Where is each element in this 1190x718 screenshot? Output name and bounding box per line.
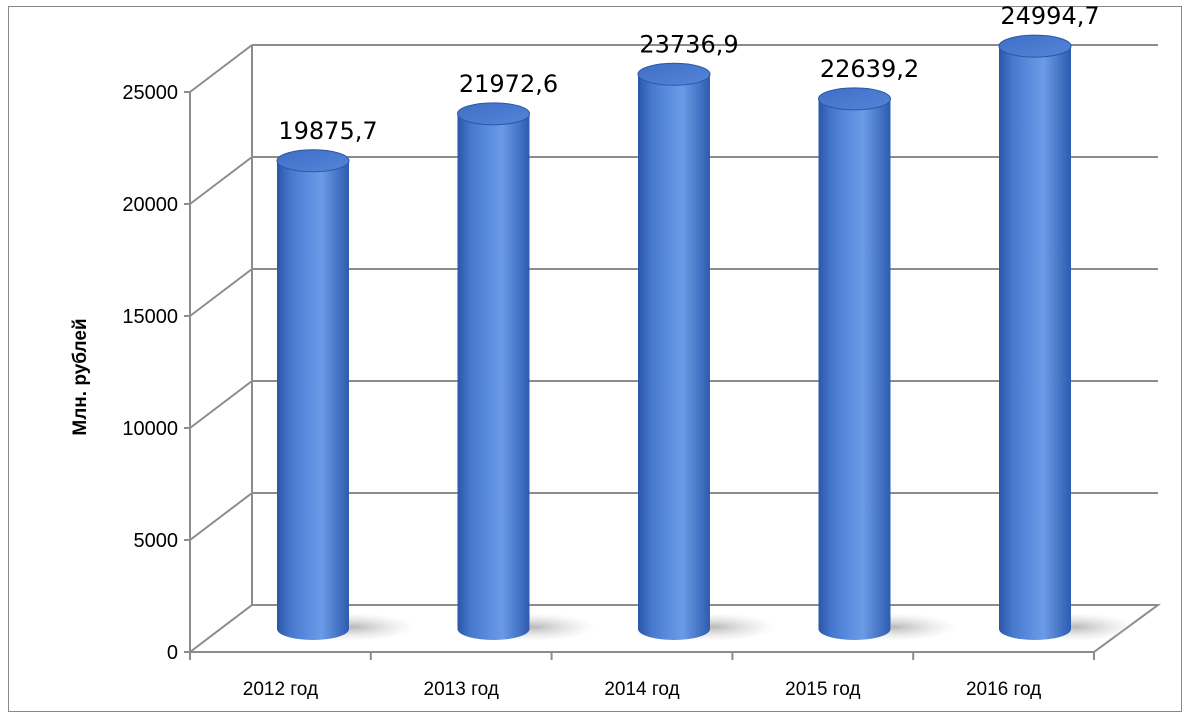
axes: 0 5000 10000 15000 20000 25000 (122, 82, 1095, 664)
bar-top (818, 87, 891, 111)
x-tick-label: 2016 год (966, 679, 1041, 700)
bar-body (999, 46, 1071, 641)
y-tick-label: 20000 (122, 194, 178, 216)
gridline-side (189, 156, 253, 205)
bar (457, 102, 596, 641)
data-label: 19875,7 (278, 117, 377, 145)
data-label: 23736,9 (639, 30, 738, 58)
chart-area (8, 6, 1182, 712)
bar-top (637, 62, 711, 86)
gridline-side (189, 380, 253, 429)
gridline-side (189, 268, 253, 317)
data-label: 21972,6 (459, 70, 558, 98)
data-label: 24994,7 (1000, 2, 1099, 30)
bar (998, 34, 1137, 641)
bar-body (638, 74, 710, 640)
labels: 19875,7 2012 год 21972,6 2013 год 23736,9 201… (243, 2, 1100, 700)
bar (637, 62, 776, 641)
x-tick-label: 2015 год (785, 679, 860, 700)
data-label: 22639,2 (820, 55, 919, 83)
y-tick-label: 25000 (122, 82, 178, 104)
y-tick-label: 15000 (122, 306, 178, 328)
x-tick-label: 2012 год (243, 679, 318, 700)
x-tick-label: 2013 год (424, 679, 499, 700)
y-tick-label: 10000 (122, 418, 178, 440)
y-axis-label: Млн. рублей (70, 318, 91, 435)
y-tick-label: 5000 (134, 530, 179, 552)
bars (276, 34, 1137, 641)
bar-body (457, 113, 530, 640)
bar (276, 149, 415, 641)
y-tick-label: 0 (167, 642, 178, 664)
bar-top (998, 34, 1072, 58)
bar-body (277, 160, 349, 641)
gridline-side (189, 492, 253, 541)
bar-top (276, 149, 350, 173)
bar-body (818, 98, 891, 641)
bar (818, 87, 957, 641)
gridline-side (189, 44, 253, 93)
bar-top (457, 102, 530, 126)
x-tick-label: 2014 год (604, 679, 679, 700)
